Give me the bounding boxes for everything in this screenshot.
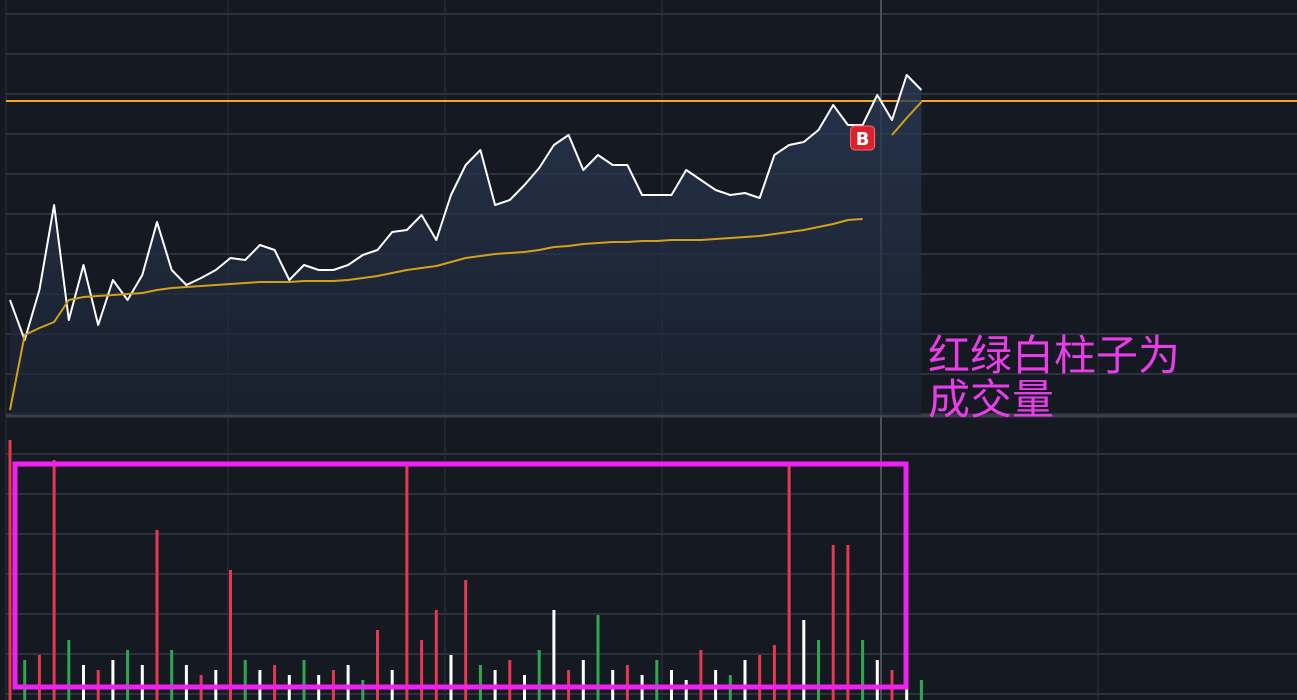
volume-bar [581, 660, 585, 700]
buy-marker-label: B [856, 129, 870, 150]
volume-bar [111, 660, 115, 700]
series-line [891, 101, 923, 136]
volume-bar [478, 665, 482, 700]
volume-bar [875, 660, 879, 700]
volume-bar [37, 655, 41, 700]
volume-bar [861, 640, 865, 700]
volume-bar [23, 660, 27, 700]
volume-bar [464, 580, 468, 700]
volume-bar [817, 640, 820, 700]
volume-bar [229, 570, 232, 700]
volume-bar [420, 640, 424, 700]
volume-bar [449, 655, 453, 700]
volume-bar [831, 545, 835, 700]
volume-bar [243, 660, 247, 700]
volume-bar [625, 665, 629, 700]
volume-bar [552, 610, 556, 700]
volume-bar [346, 665, 350, 700]
volume-bar [405, 465, 409, 700]
plot: B [6, 74, 1297, 700]
volume-bar [846, 545, 850, 700]
volume-bar [82, 665, 85, 700]
volume-bar [170, 650, 174, 700]
volume-bar [434, 610, 438, 700]
volume-bar [52, 460, 56, 700]
volume-bar [67, 640, 71, 700]
volume-bar [376, 630, 379, 700]
volume-bar [155, 530, 159, 700]
series-line [9, 218, 863, 411]
volume-bar [655, 660, 659, 700]
volume-bar [302, 660, 306, 700]
annotation: 成交量 [928, 375, 1054, 424]
volume-bar [758, 655, 762, 700]
volume-bar [140, 665, 144, 700]
volume-bar [126, 650, 130, 700]
volume-bar [684, 680, 688, 700]
volume-bar [699, 650, 703, 700]
volume-bar [772, 645, 776, 700]
volume-bar [787, 465, 791, 700]
volume-bar [184, 665, 188, 700]
volume-bar [743, 660, 747, 700]
volume-bar [273, 665, 277, 700]
price-area [10, 75, 922, 415]
volume-bar [361, 680, 365, 700]
annotation: 红绿白柱子为 [928, 331, 1180, 380]
buy-marker [850, 125, 876, 151]
volume-bar [508, 660, 512, 700]
series-line [9, 74, 923, 341]
volume-bar [596, 615, 600, 700]
highlight-box [12, 461, 909, 690]
volume-bar [919, 680, 923, 700]
volume-bar [8, 440, 12, 700]
volume-bar [537, 650, 541, 700]
volume-bar [802, 620, 806, 700]
